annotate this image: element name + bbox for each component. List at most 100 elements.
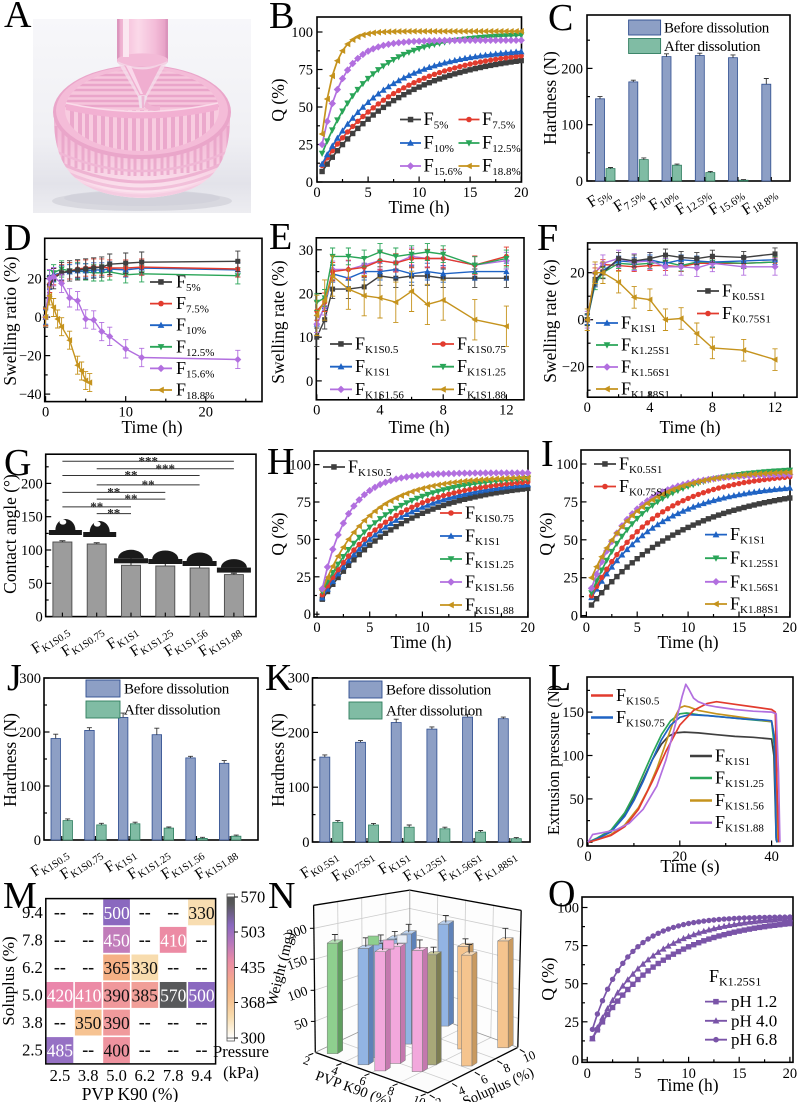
svg-text:8: 8 — [386, 1083, 397, 1098]
svg-text:50: 50 — [570, 792, 585, 808]
svg-text:--: -- — [54, 957, 66, 977]
svg-text:D: D — [4, 217, 31, 259]
svg-text:50: 50 — [565, 977, 580, 993]
svg-text:300: 300 — [288, 671, 310, 687]
svg-text:150: 150 — [285, 952, 309, 973]
svg-text:0: 0 — [306, 374, 313, 390]
svg-text:100: 100 — [291, 25, 313, 41]
svg-text:5.0: 5.0 — [106, 1066, 127, 1085]
svg-text:50: 50 — [299, 100, 314, 116]
svg-text:Time (h): Time (h) — [388, 417, 449, 437]
svg-text:100: 100 — [557, 901, 579, 917]
svg-text:***: *** — [138, 453, 158, 468]
svg-text:300: 300 — [241, 1029, 266, 1048]
svg-text:50: 50 — [292, 1014, 310, 1033]
svg-text:0: 0 — [577, 313, 584, 329]
svg-text:--: -- — [196, 957, 208, 977]
svg-text:Time (h): Time (h) — [657, 632, 718, 652]
svg-text:0: 0 — [577, 835, 584, 851]
svg-text:0: 0 — [304, 607, 311, 623]
svg-text:**: ** — [107, 506, 120, 521]
svg-text:410: 410 — [75, 986, 102, 1006]
svg-text:15: 15 — [732, 1066, 747, 1082]
svg-text:Before dissolution: Before dissolution — [124, 682, 230, 698]
svg-text:10: 10 — [681, 1066, 696, 1082]
svg-text:C: C — [548, 0, 573, 39]
svg-text:10: 10 — [118, 405, 133, 421]
svg-text:8: 8 — [501, 1060, 512, 1075]
svg-text:570: 570 — [241, 888, 266, 907]
svg-text:5.0: 5.0 — [22, 986, 43, 1005]
svg-text:J: J — [7, 657, 22, 699]
svg-text:330: 330 — [132, 958, 159, 978]
svg-text:0: 0 — [584, 1066, 591, 1082]
svg-text:12: 12 — [768, 400, 783, 416]
svg-text:200: 200 — [19, 725, 41, 741]
svg-text:150: 150 — [562, 705, 584, 721]
svg-text:**: ** — [107, 484, 120, 499]
svg-text:500: 500 — [188, 986, 215, 1006]
svg-text:200: 200 — [288, 725, 310, 741]
svg-text:10: 10 — [412, 185, 427, 201]
svg-text:9.4: 9.4 — [191, 1066, 212, 1085]
svg-text:L: L — [548, 657, 571, 699]
svg-text:3.8: 3.8 — [22, 1013, 43, 1032]
svg-text:0: 0 — [584, 849, 591, 865]
svg-text:0: 0 — [313, 185, 320, 201]
svg-text:15: 15 — [463, 185, 478, 201]
svg-text:100: 100 — [19, 779, 41, 795]
svg-text:Swelling ratio (%): Swelling ratio (%) — [0, 256, 20, 385]
svg-text:25: 25 — [299, 138, 314, 154]
svg-text:0: 0 — [42, 405, 49, 421]
svg-text:--: -- — [139, 929, 151, 949]
svg-text:100: 100 — [556, 457, 578, 473]
svg-text:--: -- — [82, 957, 94, 977]
svg-text:2.5: 2.5 — [50, 1066, 71, 1085]
svg-text:After dissolution: After dissolution — [664, 39, 761, 55]
svg-text:350: 350 — [75, 1013, 102, 1033]
svg-text:E: E — [269, 216, 292, 258]
svg-text:--: -- — [54, 1012, 66, 1032]
svg-text:−40: −40 — [19, 387, 42, 403]
svg-text:Extrusion pressure (N): Extrusion pressure (N) — [544, 685, 563, 835]
svg-text:Swelling rate (%): Swelling rate (%) — [268, 260, 288, 384]
svg-text:K: K — [265, 657, 293, 699]
svg-text:8: 8 — [709, 400, 716, 416]
svg-text:6.2: 6.2 — [134, 1066, 155, 1085]
svg-text:100: 100 — [21, 543, 43, 559]
svg-text:15: 15 — [468, 620, 483, 636]
svg-text:390: 390 — [103, 1013, 130, 1033]
svg-text:--: -- — [196, 929, 208, 949]
svg-text:390: 390 — [103, 986, 130, 1006]
svg-text:Q (%): Q (%) — [536, 512, 556, 555]
svg-text:400: 400 — [103, 1041, 130, 1061]
svg-text:**: ** — [125, 468, 138, 483]
svg-text:435: 435 — [241, 958, 266, 977]
svg-text:5: 5 — [366, 620, 373, 636]
svg-text:--: -- — [82, 902, 94, 922]
svg-text:3.8: 3.8 — [78, 1066, 99, 1085]
svg-text:−20: −20 — [19, 349, 42, 365]
svg-text:75: 75 — [299, 63, 314, 79]
svg-text:200: 200 — [285, 921, 309, 942]
svg-text:(kPa): (kPa) — [223, 1063, 259, 1082]
svg-text:100: 100 — [561, 118, 583, 134]
svg-text:Swelling rate (%): Swelling rate (%) — [540, 259, 560, 383]
svg-text:--: -- — [167, 902, 179, 922]
svg-text:**: ** — [125, 491, 138, 506]
svg-text:pH 4.0: pH 4.0 — [731, 1011, 777, 1030]
svg-text:O: O — [548, 873, 575, 915]
svg-text:2: 2 — [301, 1053, 312, 1068]
svg-text:20: 20 — [783, 1066, 798, 1082]
svg-text:10: 10 — [521, 1048, 538, 1066]
svg-text:Q (%): Q (%) — [268, 512, 288, 555]
svg-text:75: 75 — [297, 495, 312, 511]
svg-text:10: 10 — [415, 620, 430, 636]
svg-text:--: -- — [167, 957, 179, 977]
svg-text:150: 150 — [21, 510, 43, 526]
svg-text:25: 25 — [297, 570, 312, 586]
svg-text:0: 0 — [576, 174, 583, 190]
svg-text:**: ** — [142, 477, 155, 492]
svg-text:0: 0 — [584, 400, 591, 416]
svg-text:503: 503 — [241, 923, 266, 942]
